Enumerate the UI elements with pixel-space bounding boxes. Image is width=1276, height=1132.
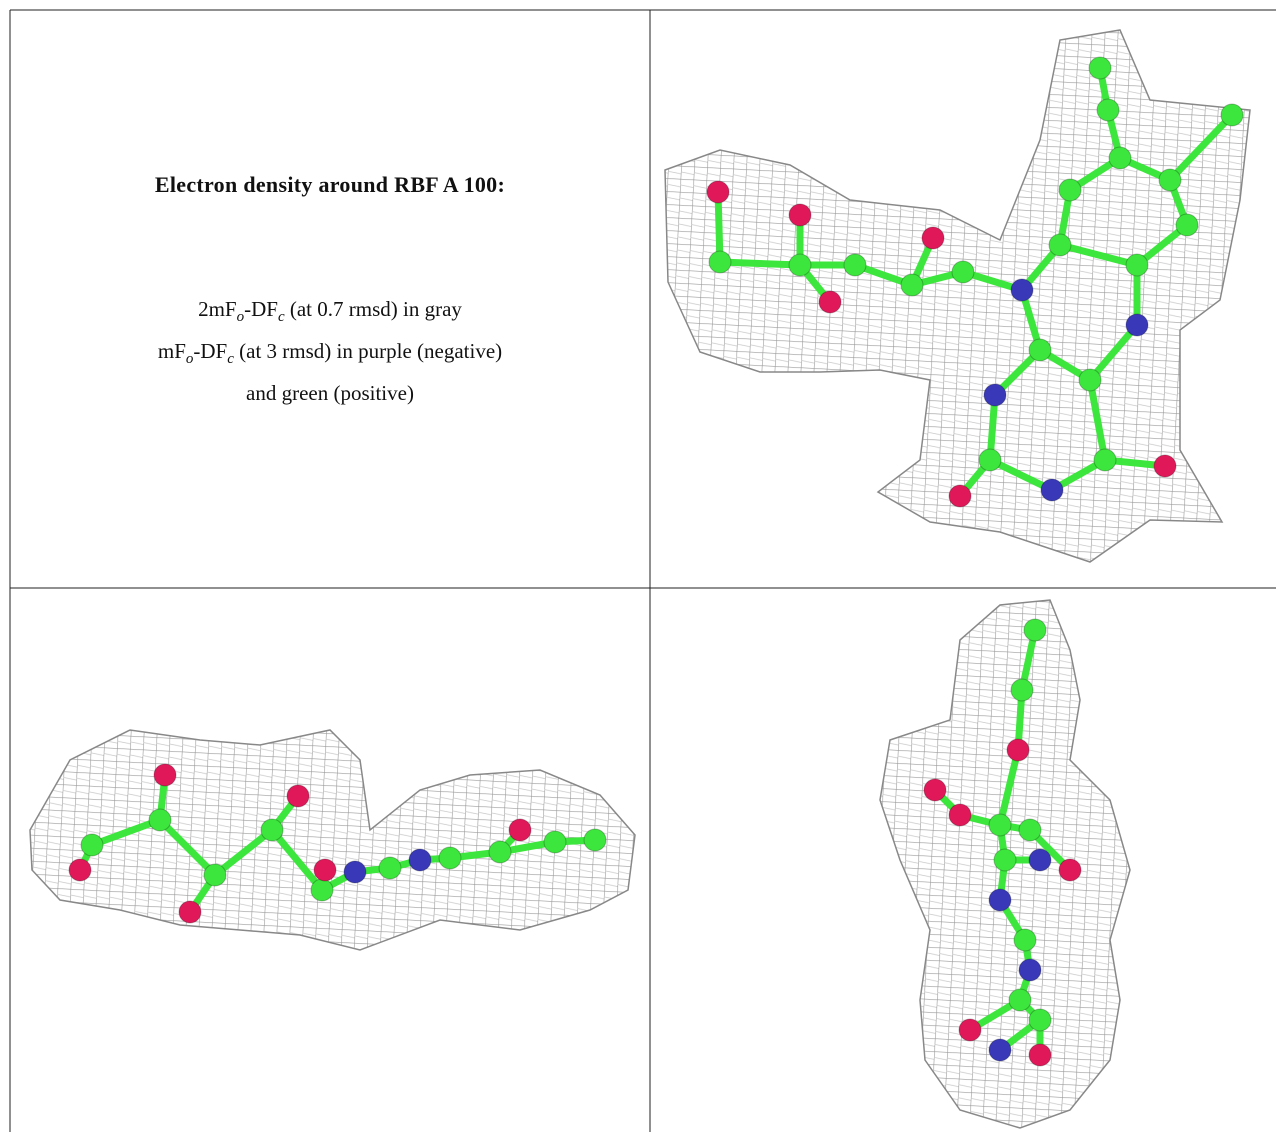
atom (1097, 99, 1119, 121)
atom (1109, 147, 1131, 169)
subscript: o (237, 309, 245, 325)
caption-line: 2mFo-DFc (at 0.7 rmsd) in gray (10, 292, 650, 334)
atom (949, 485, 971, 507)
atom (984, 384, 1006, 406)
atom (544, 831, 566, 853)
atom (379, 857, 401, 879)
atom (489, 841, 511, 863)
atom (1089, 57, 1111, 79)
atom (1176, 214, 1198, 236)
atom (204, 864, 226, 886)
atom (1029, 1009, 1051, 1031)
atom (311, 879, 333, 901)
atom (69, 859, 91, 881)
atom (584, 829, 606, 851)
bond (720, 262, 800, 265)
density-view-top (650, 10, 1276, 588)
atom (922, 227, 944, 249)
atom (1014, 929, 1036, 951)
text-run: -DF (193, 339, 227, 363)
atom (1019, 819, 1041, 841)
atom (901, 274, 923, 296)
atom (924, 779, 946, 801)
atom (789, 254, 811, 276)
atom (819, 291, 841, 313)
atom (1154, 455, 1176, 477)
atom (844, 254, 866, 276)
atom (1126, 314, 1148, 336)
atom (1041, 479, 1063, 501)
subscript: c (227, 351, 234, 367)
atom (1011, 679, 1033, 701)
text-run: mF (158, 339, 186, 363)
atom (314, 859, 336, 881)
caption-line: and green (positive) (10, 376, 650, 410)
atom (949, 804, 971, 826)
atom (1029, 849, 1051, 871)
atom (1221, 104, 1243, 126)
atom (179, 901, 201, 923)
caption-title: Electron density around RBF A 100: (10, 172, 650, 198)
atom (1007, 739, 1029, 761)
text-run: 2mF (198, 297, 237, 321)
atom (1049, 234, 1071, 256)
atom (952, 261, 974, 283)
atom (989, 1039, 1011, 1061)
subscript: c (278, 309, 285, 325)
atom (994, 849, 1016, 871)
atom (1059, 859, 1081, 881)
text-run: and green (positive) (246, 381, 414, 405)
text-run: (at 0.7 rmsd) in gray (285, 297, 462, 321)
atom (287, 785, 309, 807)
atom (1024, 619, 1046, 641)
density-view-side (10, 588, 650, 1132)
figure-grid (0, 0, 1276, 1132)
atom (409, 849, 431, 871)
page: Electron density around RBF A 100: 2mFo-… (0, 0, 1276, 1132)
atom (1019, 959, 1041, 981)
atom (154, 764, 176, 786)
atom (979, 449, 1001, 471)
atom (1059, 179, 1081, 201)
atom (1159, 169, 1181, 191)
atom (707, 181, 729, 203)
caption-line: mFo-DFc (at 3 rmsd) in purple (negative) (10, 334, 650, 376)
atom (959, 1019, 981, 1041)
atom (1126, 254, 1148, 276)
atom (149, 809, 171, 831)
atom (989, 889, 1011, 911)
atom (1094, 449, 1116, 471)
text-run: -DF (244, 297, 278, 321)
atom (261, 819, 283, 841)
atom (1079, 369, 1101, 391)
atom (509, 819, 531, 841)
atom (1029, 339, 1051, 361)
atom (439, 847, 461, 869)
density-view-end (650, 588, 1276, 1132)
atom (1011, 279, 1033, 301)
atom (1009, 989, 1031, 1011)
atom (81, 834, 103, 856)
text-run: (at 3 rmsd) in purple (negative) (234, 339, 502, 363)
atom (709, 251, 731, 273)
atom (1029, 1044, 1051, 1066)
atom (789, 204, 811, 226)
atom (989, 814, 1011, 836)
atom (344, 861, 366, 883)
